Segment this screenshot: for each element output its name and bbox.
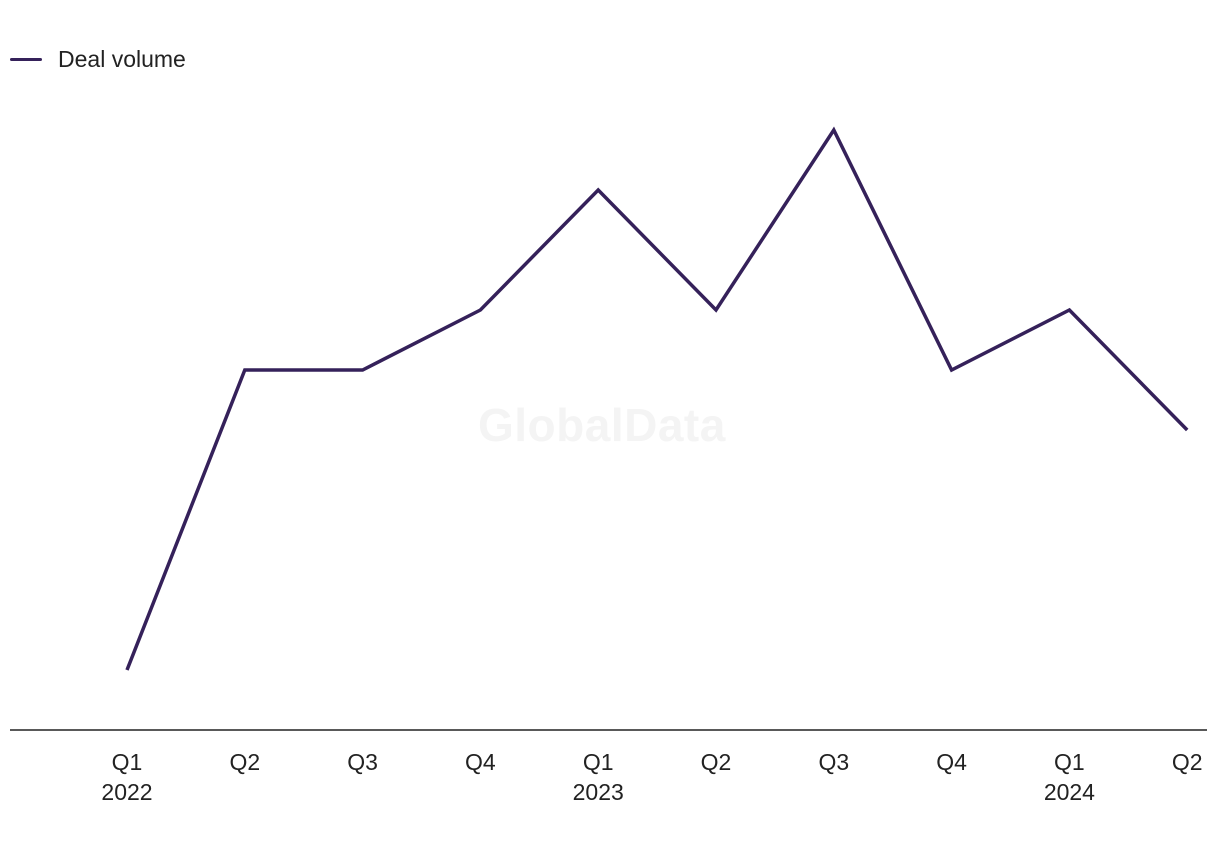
x-tick-year-label: 2023 [573, 779, 624, 805]
x-tick-label: Q1 [112, 749, 143, 775]
x-tick-label: Q3 [818, 749, 849, 775]
x-tick-label: Q4 [465, 749, 496, 775]
x-tick-label: Q2 [701, 749, 732, 775]
x-tick-label: Q1 [1054, 749, 1085, 775]
legend-swatch [10, 58, 42, 61]
x-tick-label: Q2 [1172, 749, 1203, 775]
legend-label-deal-volume: Deal volume [58, 46, 186, 72]
x-tick-year-label: 2022 [101, 779, 152, 805]
x-tick-label: Q1 [583, 749, 614, 775]
x-tick-label: Q2 [229, 749, 260, 775]
x-tick-label: Q4 [936, 749, 967, 775]
watermark: GlobalData [478, 399, 726, 451]
x-tick-label: Q3 [347, 749, 378, 775]
series-line-deal-volume [125, 126, 1189, 671]
x-tick-year-label: 2024 [1044, 779, 1095, 805]
legend: Deal volume [10, 46, 186, 73]
